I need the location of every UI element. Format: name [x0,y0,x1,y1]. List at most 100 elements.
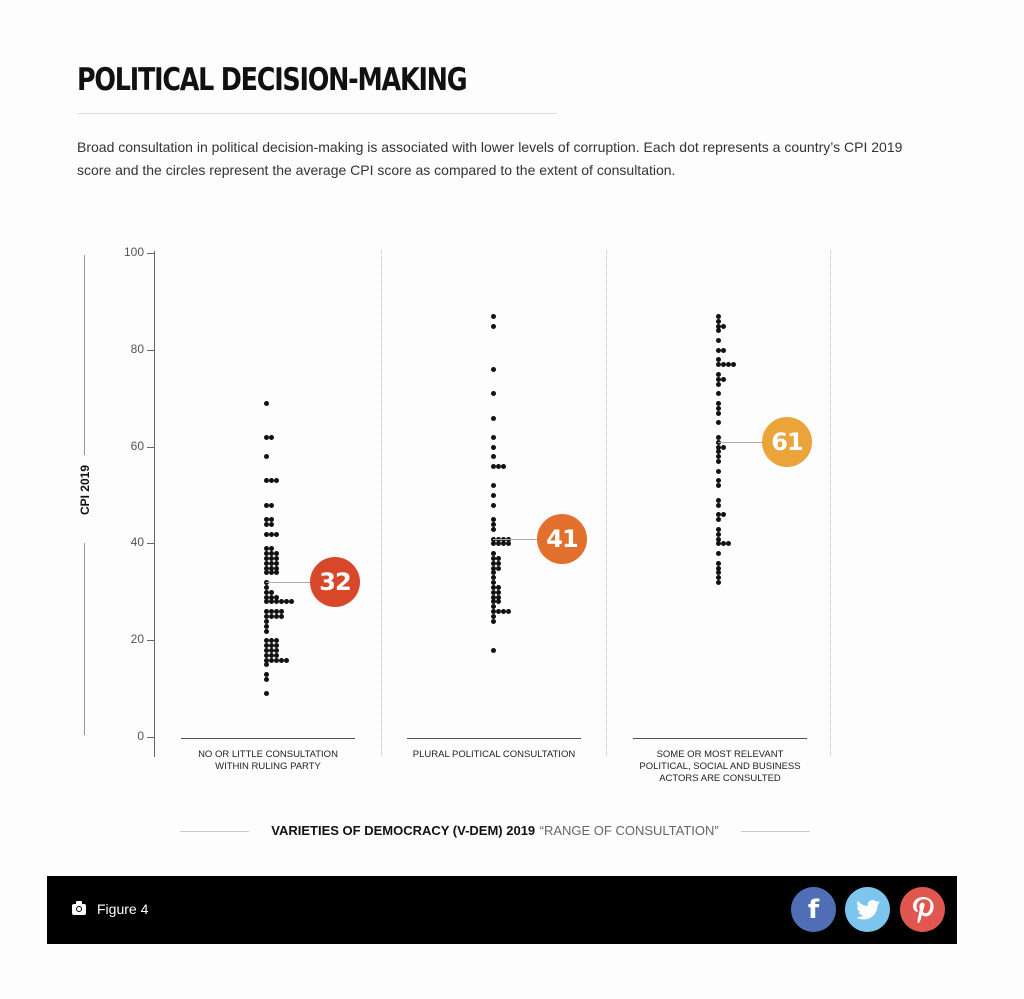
category-label-line: WITHIN RULING PARTY [215,761,321,772]
data-point [491,391,496,397]
x-title-rule-left [180,830,250,832]
data-point [716,478,721,484]
pinterest-share-button[interactable] [900,887,945,932]
data-point [506,541,511,547]
data-point [716,323,721,329]
data-point [269,502,274,508]
data-point [491,454,496,460]
data-point [264,638,269,644]
data-point [716,560,721,566]
chart-description: Broad consultation in political decision… [77,139,903,178]
data-point [496,555,501,561]
y-tick-label: 80 [130,341,144,356]
camera-icon [72,901,86,915]
data-point [269,652,274,658]
data-point [491,463,496,469]
y-tick [147,543,154,545]
data-point [264,623,269,629]
data-point [716,444,721,450]
data-point [491,517,496,523]
data-point [716,497,721,503]
data-point [716,483,721,489]
data-point [264,551,269,557]
category-divider [381,250,382,755]
y-axis-label: CPI 2019 [78,464,92,516]
data-point [716,580,721,586]
data-point [284,657,289,663]
figure-caption-bar: Figure 4 f [47,876,957,944]
data-point [491,444,496,450]
data-point [269,531,274,537]
x-title-rule-right [740,830,811,832]
y-tick [147,446,154,448]
data-point [501,609,506,615]
y-tick-label: 100 [123,245,144,259]
x-title-bold: VARIETIES OF DEMOCRACY (V-DEM) 2019 [271,823,536,838]
data-point [269,594,274,600]
data-point [716,338,721,344]
data-point [491,594,496,600]
data-point [496,541,501,547]
category-label-line: POLITICAL, SOCIAL AND BUSINESS [639,761,801,772]
data-point [496,594,501,600]
data-point [491,493,496,498]
data-point [269,657,274,663]
mean-connector [493,538,538,540]
data-point [269,546,274,552]
data-point [264,599,269,605]
pinterest-icon [912,896,934,923]
data-point [274,652,279,658]
data-point [269,643,274,649]
data-point [274,570,279,576]
data-point [269,517,274,523]
data-point [491,560,496,566]
y-tick [147,349,154,351]
title-divider [77,113,557,114]
data-point [264,594,269,600]
data-point [721,444,726,450]
y-axis [154,251,155,757]
data-point [279,657,284,663]
data-point [716,517,721,523]
data-point [716,376,721,382]
data-point [269,647,274,653]
data-point [274,599,279,605]
data-point [721,323,726,329]
data-point [716,531,721,537]
page-title: POLITICAL DECISION-MAKING [77,62,468,98]
data-point [289,599,294,605]
data-point [716,401,721,407]
data-point [274,555,279,561]
category-label-line: ACTORS ARE CONSULTED [659,773,781,784]
data-point [491,502,496,508]
data-point [274,609,279,615]
data-point [264,643,269,649]
y-label-rule-bottom [84,543,85,735]
y-tick [147,640,154,642]
data-point [491,580,496,586]
data-point [716,459,721,465]
data-point [496,560,501,566]
mean-badge: 61 [762,416,812,467]
data-point [721,541,726,547]
data-point [269,555,274,561]
data-point [496,584,501,590]
twitter-share-button[interactable] [845,887,890,932]
data-point [721,347,726,353]
mean-badge: 32 [310,557,360,608]
data-point [491,323,496,329]
data-point [716,570,721,576]
category-label-line: NO OR LITTLE CONSULTATION [198,749,338,760]
data-point [264,618,269,624]
data-point [716,357,721,363]
data-point [496,609,501,615]
facebook-icon: f [807,894,820,925]
data-point [716,468,721,474]
y-tick-label: 0 [137,729,144,743]
data-point [721,362,726,368]
data-point [264,546,269,552]
data-point [264,589,269,595]
data-point [491,618,496,624]
data-point [716,391,721,397]
facebook-share-button[interactable]: f [791,887,836,932]
